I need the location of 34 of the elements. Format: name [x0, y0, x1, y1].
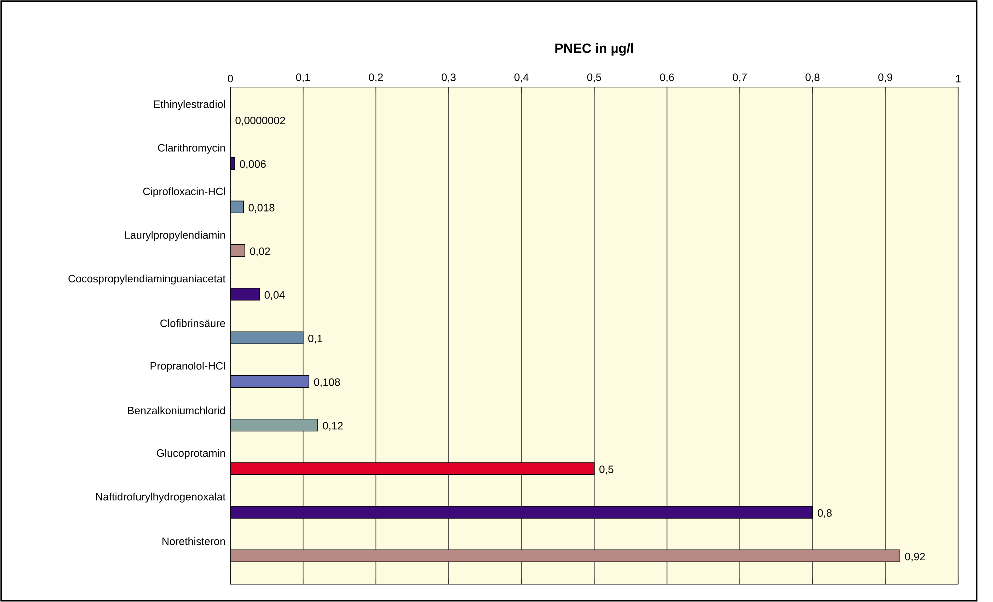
x-tick-label: 0,9: [878, 74, 892, 82]
y-tick-label: Cocospropylendiaminguaniacetat: [68, 274, 226, 285]
x-tick-label: 0,5: [587, 74, 602, 82]
y-tick-label: Propranolol-HCl: [150, 362, 226, 372]
y-tick-label: Clarithromycin: [158, 144, 226, 154]
x-tick-label: 0,4: [514, 74, 529, 82]
y-tick-label: Norethisteron: [162, 537, 226, 546]
data-label: 0,92: [905, 552, 926, 562]
y-tick-label: Benzalkoniumchlorid: [128, 406, 226, 414]
y-tick-label: Ethinylestradiol: [154, 100, 226, 110]
data-label: 0,5: [600, 466, 614, 474]
data-label: 0,12: [323, 422, 343, 431]
y-tick-label: Naftidrofurylhydrogenoxalat: [96, 492, 226, 503]
data-label: 0,0000002: [236, 116, 286, 126]
x-tick-label: 0,8: [806, 74, 820, 82]
data-label: 0,02: [250, 248, 270, 256]
y-tick-label: Glucoprotamin: [157, 449, 226, 459]
data-label: 0,108: [314, 378, 340, 388]
x-tick-label: 0,6: [660, 74, 674, 82]
x-tick-label: 0,3: [442, 74, 456, 82]
y-tick-label: Laurylpropylendiamin: [125, 230, 226, 241]
y-tick-label: Ciprofloxacin-HCl: [143, 187, 226, 198]
data-label: 0,018: [248, 204, 275, 213]
y-tick-label: Clofibrinsäure: [160, 319, 226, 328]
x-tick-label: 0,2: [369, 74, 384, 82]
data-label: 0,8: [818, 509, 832, 518]
chart-title: PNEC in µg/l: [556, 43, 634, 56]
x-tick-label: 1: [956, 75, 961, 82]
data-label: 0,1: [308, 334, 322, 344]
data-label: 0,006: [240, 160, 266, 170]
x-tick-label: 0,7: [733, 74, 747, 82]
x-tick-label: 0: [228, 74, 234, 82]
data-label: 0,04: [264, 291, 285, 300]
x-tick-label: 0,1: [296, 74, 310, 82]
